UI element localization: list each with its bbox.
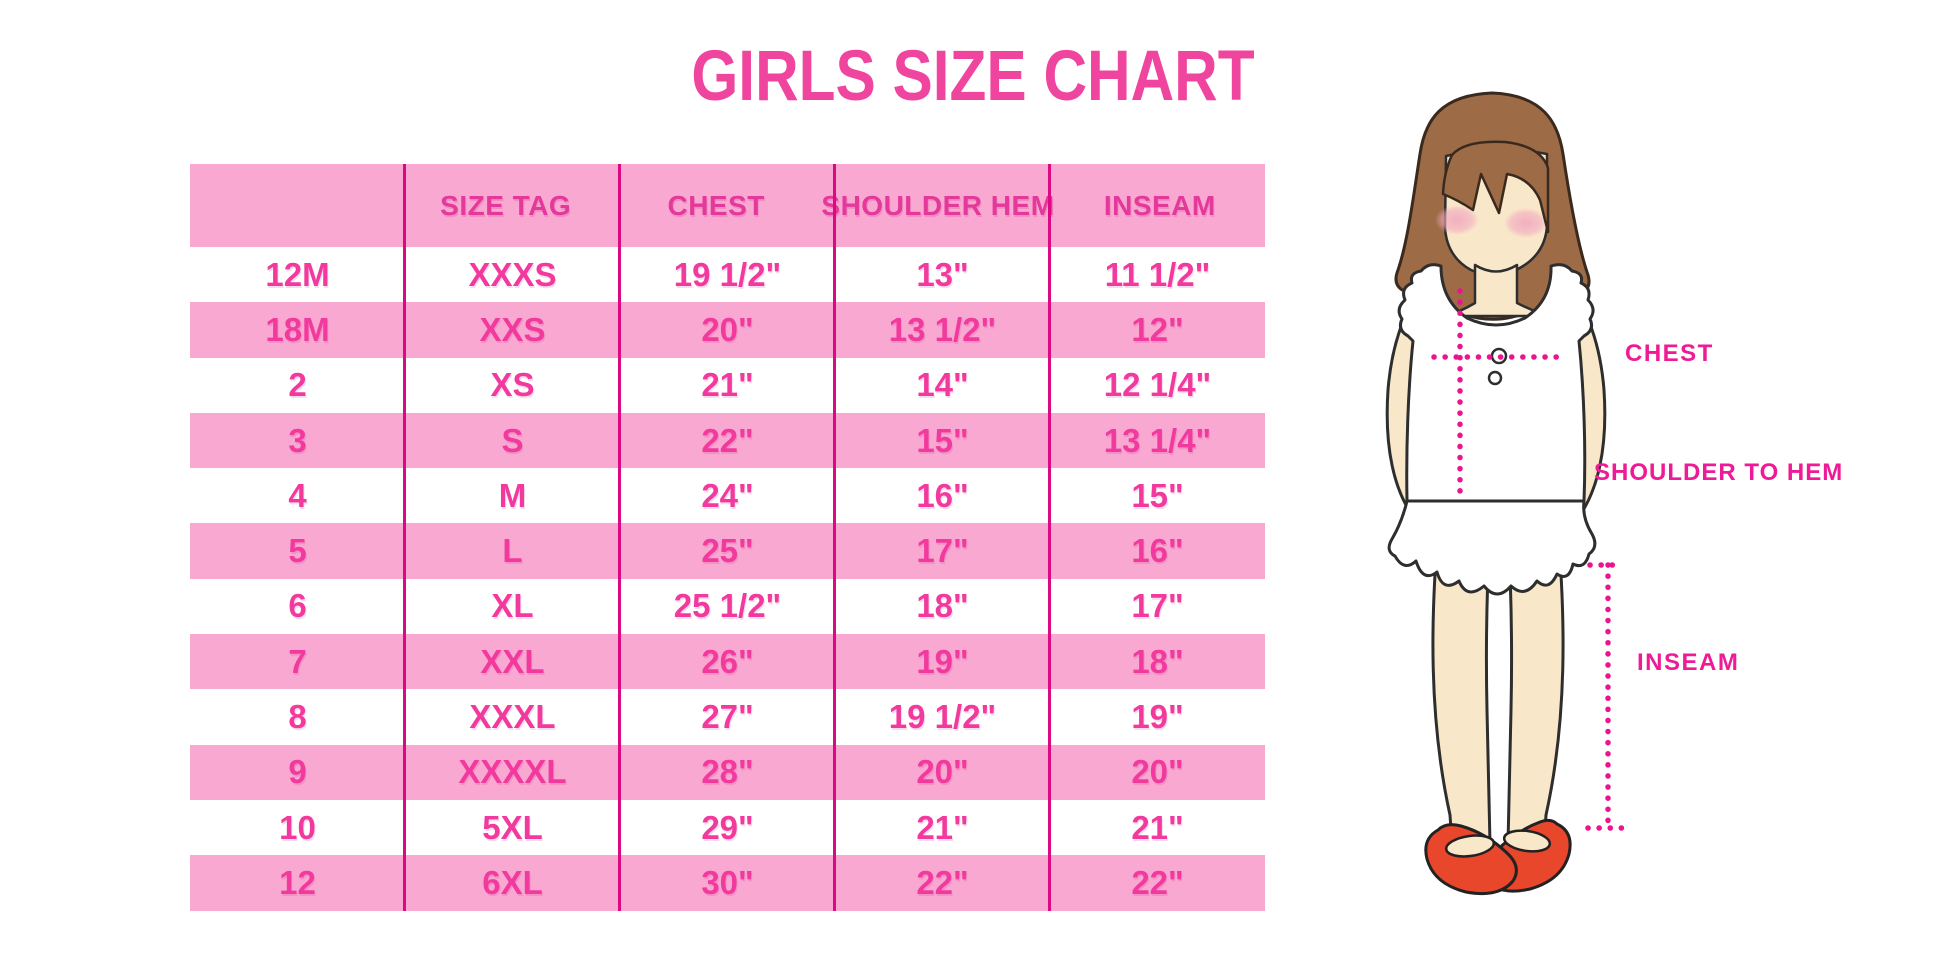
- table-cell: 8: [288, 698, 307, 736]
- table-row: 6 XL 25 1/2" 18" 17": [190, 578, 1265, 635]
- table-cell: 21": [1131, 808, 1184, 846]
- table-cell: 16": [1131, 532, 1184, 570]
- header-cell: INSEAM: [1103, 189, 1216, 221]
- table-cell: 29": [701, 808, 754, 846]
- table-cell: 20": [1131, 753, 1184, 791]
- table-cell: 14": [916, 366, 969, 404]
- shoulder-to-hem-label: SHOULDER TO HEM: [1594, 459, 1844, 486]
- table-cell: 5: [288, 532, 307, 570]
- table-cell: 9: [288, 753, 307, 791]
- table-cell: 27": [701, 698, 754, 736]
- table-row: 5 L 25" 17" 16": [190, 523, 1265, 579]
- table-cell: 20": [701, 310, 754, 348]
- table-cell: 2: [288, 366, 307, 404]
- table-cell: 20": [916, 753, 969, 791]
- table-row: 12 6XL 30" 22" 22": [190, 855, 1265, 911]
- table-row: 10 5XL 29" 21" 21": [190, 799, 1265, 856]
- table-cell: 22": [701, 421, 754, 459]
- table-cell: 16": [916, 476, 969, 514]
- table-cell: 13 1/4": [1103, 421, 1212, 459]
- table-cell: XL: [491, 587, 534, 625]
- table-row: 2 XS 21" 14" 12 1/4": [190, 357, 1265, 413]
- blush-right: [1504, 208, 1548, 238]
- size-table: SIZE TAG CHEST SHOULDER HEM INSEAM 12M XXXS 1…: [190, 164, 1265, 911]
- header-cell: SIZE TAG: [440, 189, 572, 221]
- table-cell: XXS: [479, 310, 546, 348]
- table-cell: 13": [916, 255, 969, 293]
- table-cell: 22": [916, 863, 969, 901]
- table-cell: 11 1/2": [1104, 255, 1211, 293]
- table-cell: 5XL: [482, 808, 543, 846]
- table-cell: 3: [288, 421, 307, 459]
- table-cell: 25 1/2": [673, 587, 782, 625]
- table-row: 12M XXXS 19 1/2" 13" 11 1/2": [190, 247, 1265, 303]
- measurement-dotted-lines: [1431, 288, 1625, 831]
- button-bottom: [1487, 370, 1503, 386]
- header-cell: SHOULDER HEM: [821, 189, 1055, 221]
- table-cell: 12": [1131, 310, 1184, 348]
- table-cell: 22": [1131, 863, 1184, 901]
- table-cell: 15": [916, 421, 969, 459]
- table-cell: 18M: [265, 310, 330, 348]
- table-cell: XXXL: [469, 698, 556, 736]
- table-cell: XXXS: [468, 255, 557, 293]
- table-cell: 19": [916, 642, 969, 680]
- table-row: 9 XXXXL 28" 20" 20": [190, 744, 1265, 800]
- table-cell: S: [501, 421, 524, 459]
- table-row: 8 XXXL 27" 19 1/2" 19": [190, 689, 1265, 745]
- table-cell: 21": [916, 808, 969, 846]
- column-divider: [403, 164, 406, 911]
- table-cell: 19": [1131, 698, 1184, 736]
- left-shoe: [1424, 823, 1518, 896]
- table-cell: 17": [916, 532, 969, 570]
- table-cell: 6: [288, 587, 307, 625]
- table-row: 4 M 24" 16" 15": [190, 468, 1265, 524]
- table-cell: 26": [701, 642, 754, 680]
- table-cell: 18": [1131, 642, 1184, 680]
- right-leg: [1506, 518, 1565, 846]
- column-divider: [833, 164, 836, 911]
- table-body: 12M XXXS 19 1/2" 13" 11 1/2" 18M XXS 20" 13 1/2"…: [190, 247, 1265, 911]
- table-cell: 15": [1131, 476, 1184, 514]
- table-cell: XS: [490, 366, 535, 404]
- blush-left: [1435, 205, 1479, 235]
- table-cell: 28": [701, 753, 754, 791]
- table-header: SIZE TAG CHEST SHOULDER HEM INSEAM: [190, 164, 1265, 247]
- table-cell: XXXXL: [458, 753, 567, 791]
- table-cell: 25": [701, 532, 754, 570]
- ruffle-skirt: [1387, 499, 1597, 596]
- inseam-label: INSEAM: [1637, 649, 1740, 676]
- column-divider: [1048, 164, 1051, 911]
- header-cell: CHEST: [667, 189, 765, 221]
- table-cell: 12 1/4": [1103, 366, 1212, 404]
- table-cell: 6XL: [482, 863, 543, 901]
- table-row: 7 XXL 26" 19" 18": [190, 634, 1265, 690]
- chest-label: CHEST: [1625, 340, 1714, 367]
- table-row: 3 S 22" 15" 13 1/4": [190, 412, 1265, 469]
- table-cell: 7: [288, 642, 307, 680]
- table-row: 18M XXS 20" 13 1/2" 12": [190, 302, 1265, 358]
- table-cell: 18": [916, 587, 969, 625]
- table-cell: 24": [701, 476, 754, 514]
- table-cell: 12M: [265, 255, 330, 293]
- table-cell: 19 1/2": [673, 255, 782, 293]
- table-cell: 10: [279, 808, 316, 846]
- table-cell: 19 1/2": [888, 698, 997, 736]
- table-cell: 13 1/2": [888, 310, 997, 348]
- page-title: GIRLS SIZE CHART: [691, 37, 1255, 116]
- table-cell: XXL: [480, 642, 545, 680]
- girl-illustration: [1385, 91, 1625, 896]
- bangs-shape: [1441, 140, 1550, 234]
- table-cell: 12: [279, 863, 316, 901]
- table-cell: 17": [1131, 587, 1184, 625]
- column-divider: [618, 164, 621, 911]
- table-cell: 21": [701, 366, 754, 404]
- table-cell: 4: [288, 476, 307, 514]
- table-cell: L: [502, 532, 523, 570]
- table-cell: 30": [701, 863, 754, 901]
- table-cell: M: [498, 476, 527, 514]
